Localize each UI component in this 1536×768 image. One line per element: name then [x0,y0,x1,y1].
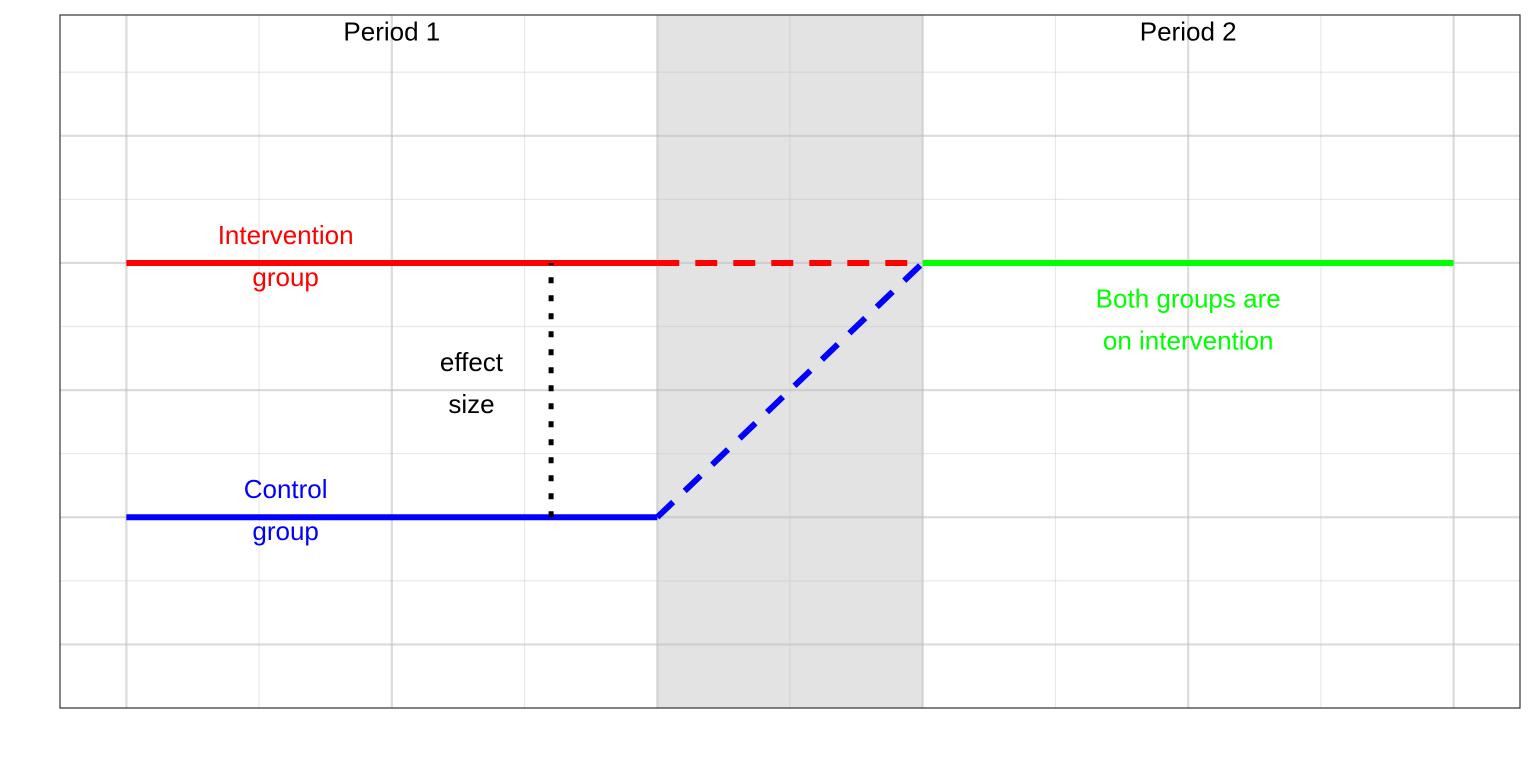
annotation-effect-line: size [448,389,494,419]
annotation-intervention-line: Intervention [218,220,354,250]
annotation-control-line: group [252,516,319,546]
transition-shaded-region [657,15,923,708]
annotation-intervention: Intervention group [218,220,354,292]
annotation-effect-line: effect [440,347,504,377]
annotation-both: Both groups are on intervention [1096,283,1281,355]
annotation-intervention-line: group [252,262,319,292]
series-lines [126,259,1454,521]
annotation-both-line: Both groups are [1096,283,1281,313]
series-line-control-dashed [655,260,925,520]
annotation-period2-line: Period 2 [1140,16,1237,46]
annotation-control: Control group [244,474,328,546]
shaded-band [657,15,923,708]
annotation-effect: effect size [440,347,504,419]
annotation-period1: Period 1 [343,16,440,46]
annotation-period1-line: Period 1 [343,16,440,46]
annotation-both-line: on intervention [1103,325,1274,355]
annotation-control-line: Control [244,474,328,504]
plot-border [59,14,1521,709]
annotation-period2: Period 2 [1140,16,1237,46]
